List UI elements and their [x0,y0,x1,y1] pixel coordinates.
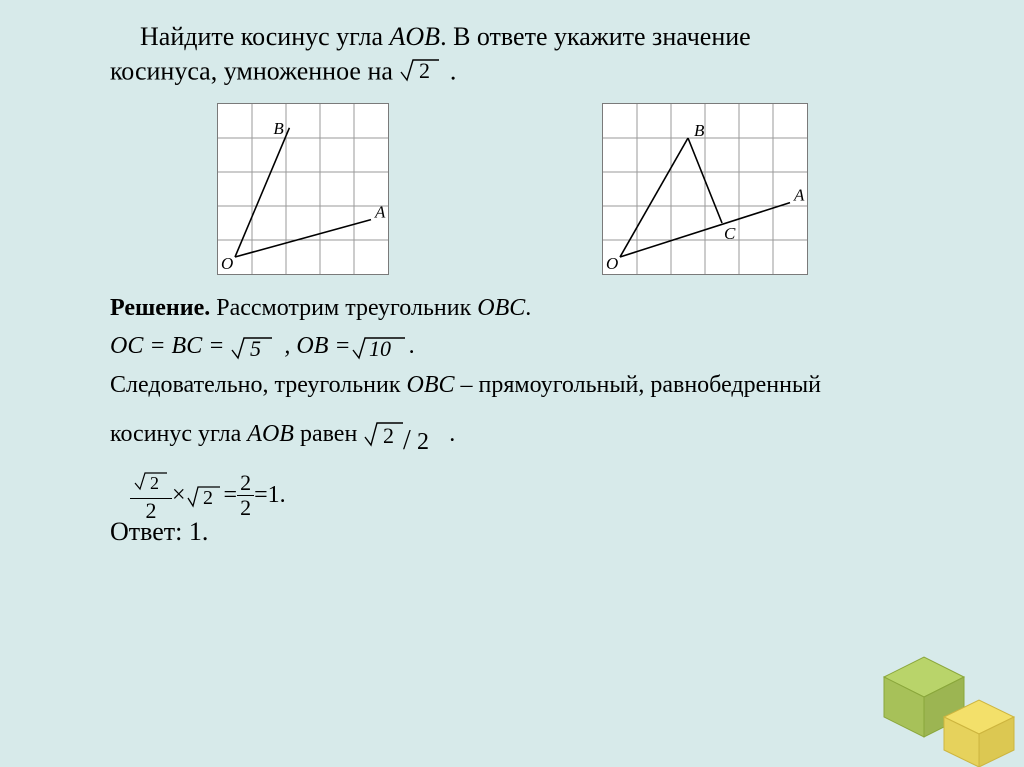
sqrt-2b: 2 [186,482,224,510]
dot: . [443,421,455,448]
text: OC = BC = [110,333,230,360]
text: OB = [296,333,350,360]
text: косинус угла [110,421,247,448]
angle-name: AOB [390,22,441,51]
eq: = [254,482,268,509]
answer-label: Ответ: [110,517,189,546]
text: Найдите косинус угла [140,22,390,51]
hence-line: Следовательно, треугольник OBC – прямоуг… [110,372,914,399]
svg-text:5: 5 [250,336,261,361]
cosine-line: косинус угла AOB равен 2 / 2 . [110,417,914,453]
svg-text:O: O [606,254,618,273]
answer-value: 1. [189,517,209,546]
calc-line: 2 2 × 2 = 2 2 = 1. [130,469,914,523]
num: 2 [237,471,254,496]
svg-text:2: 2 [150,473,159,493]
text: . В ответе укажите значение [440,22,751,51]
text: Рассмотрим треугольник [210,295,477,321]
radicand: 2 [419,58,430,83]
sqrt-2: 2 [399,54,443,93]
text: . [450,56,457,85]
figure-1: O A B [217,103,389,275]
decorative-blocks [824,587,1024,767]
svg-text:C: C [724,224,736,243]
text: , [278,333,296,360]
den: 2 [237,496,254,520]
text: – прямоугольный, равнобедренный [455,372,821,399]
times: × [172,482,186,509]
frac-2-2: 2 2 [237,471,254,520]
text: равен [294,421,363,448]
problem-line2: косинуса, умноженное на 2 . [110,54,914,93]
solution-heading: Решение. Рассмотрим треугольник OBC. [110,295,914,322]
svg-text:A: A [793,185,805,204]
eq: = [224,482,238,509]
svg-text:/: / [403,425,411,453]
svg-text:2: 2 [417,429,429,453]
svg-text:10: 10 [369,336,391,361]
sqrt-5: 5 [230,332,278,362]
dot: . [525,295,531,321]
dot: . [409,333,415,360]
figures-row: O A B O A B C [110,103,914,275]
triangle-name: OBC [477,295,525,321]
figure-2: O A B C [602,103,808,275]
svg-text:A: A [374,202,386,221]
svg-text:2: 2 [383,423,394,448]
svg-text:B: B [273,118,284,137]
svg-text:B: B [694,121,705,140]
problem-line1: Найдите косинус угла AOB. В ответе укажи… [110,20,914,54]
page: Найдите косинус угла AOB. В ответе укажи… [0,0,1024,567]
text: косинуса, умноженное на [110,56,399,85]
triangle-name: OBC [407,372,455,399]
frac-sqrt2-2: 2 2 [130,469,172,523]
svg-text:2: 2 [203,487,213,509]
sqrt-10: 10 [351,332,409,362]
angle-name: AOB [247,421,294,448]
svg-text:O: O [221,254,233,273]
answer-line: Ответ: 1. [110,517,914,547]
heading-bold: Решение. [110,295,210,321]
one: 1. [268,482,286,509]
sqrt2-over-2: 2 / 2 [363,417,443,453]
text: Следовательно, треугольник [110,372,407,399]
equation-sides: OC = BC = 5 , OB = 10 . [110,332,914,362]
